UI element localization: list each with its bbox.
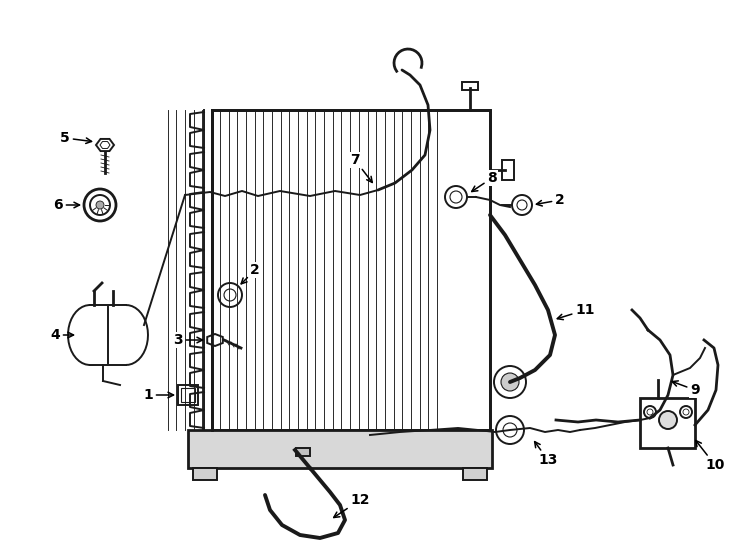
Circle shape — [680, 406, 692, 418]
Text: 12: 12 — [334, 493, 370, 517]
Text: 1: 1 — [143, 388, 173, 402]
Polygon shape — [212, 110, 490, 430]
Circle shape — [445, 186, 467, 208]
Circle shape — [84, 189, 116, 221]
Text: 8: 8 — [472, 171, 497, 192]
Bar — [640, 398, 695, 448]
Polygon shape — [104, 305, 148, 365]
Polygon shape — [207, 334, 223, 346]
Bar — [502, 160, 514, 180]
Polygon shape — [68, 305, 112, 365]
Circle shape — [496, 416, 524, 444]
Text: 7: 7 — [350, 153, 372, 183]
Circle shape — [644, 406, 656, 418]
Circle shape — [501, 373, 519, 391]
Bar — [178, 385, 198, 405]
Text: 11: 11 — [557, 303, 595, 320]
Polygon shape — [188, 430, 492, 468]
Circle shape — [218, 283, 242, 307]
Bar — [181, 388, 195, 402]
Circle shape — [659, 411, 677, 429]
Text: 4: 4 — [50, 328, 73, 342]
Text: 9: 9 — [672, 381, 700, 397]
Text: 5: 5 — [60, 131, 92, 145]
Bar — [90, 305, 126, 365]
Bar — [463, 468, 487, 480]
Bar — [193, 468, 217, 480]
Text: 2: 2 — [537, 193, 565, 207]
Text: 13: 13 — [534, 442, 558, 467]
Text: 3: 3 — [173, 333, 203, 347]
Text: 2: 2 — [241, 263, 260, 284]
Circle shape — [512, 195, 532, 215]
Circle shape — [494, 366, 526, 398]
Polygon shape — [96, 139, 114, 151]
Circle shape — [96, 201, 104, 209]
Text: 6: 6 — [53, 198, 79, 212]
Bar — [296, 448, 310, 456]
Text: 10: 10 — [696, 441, 724, 472]
Bar — [462, 82, 478, 90]
